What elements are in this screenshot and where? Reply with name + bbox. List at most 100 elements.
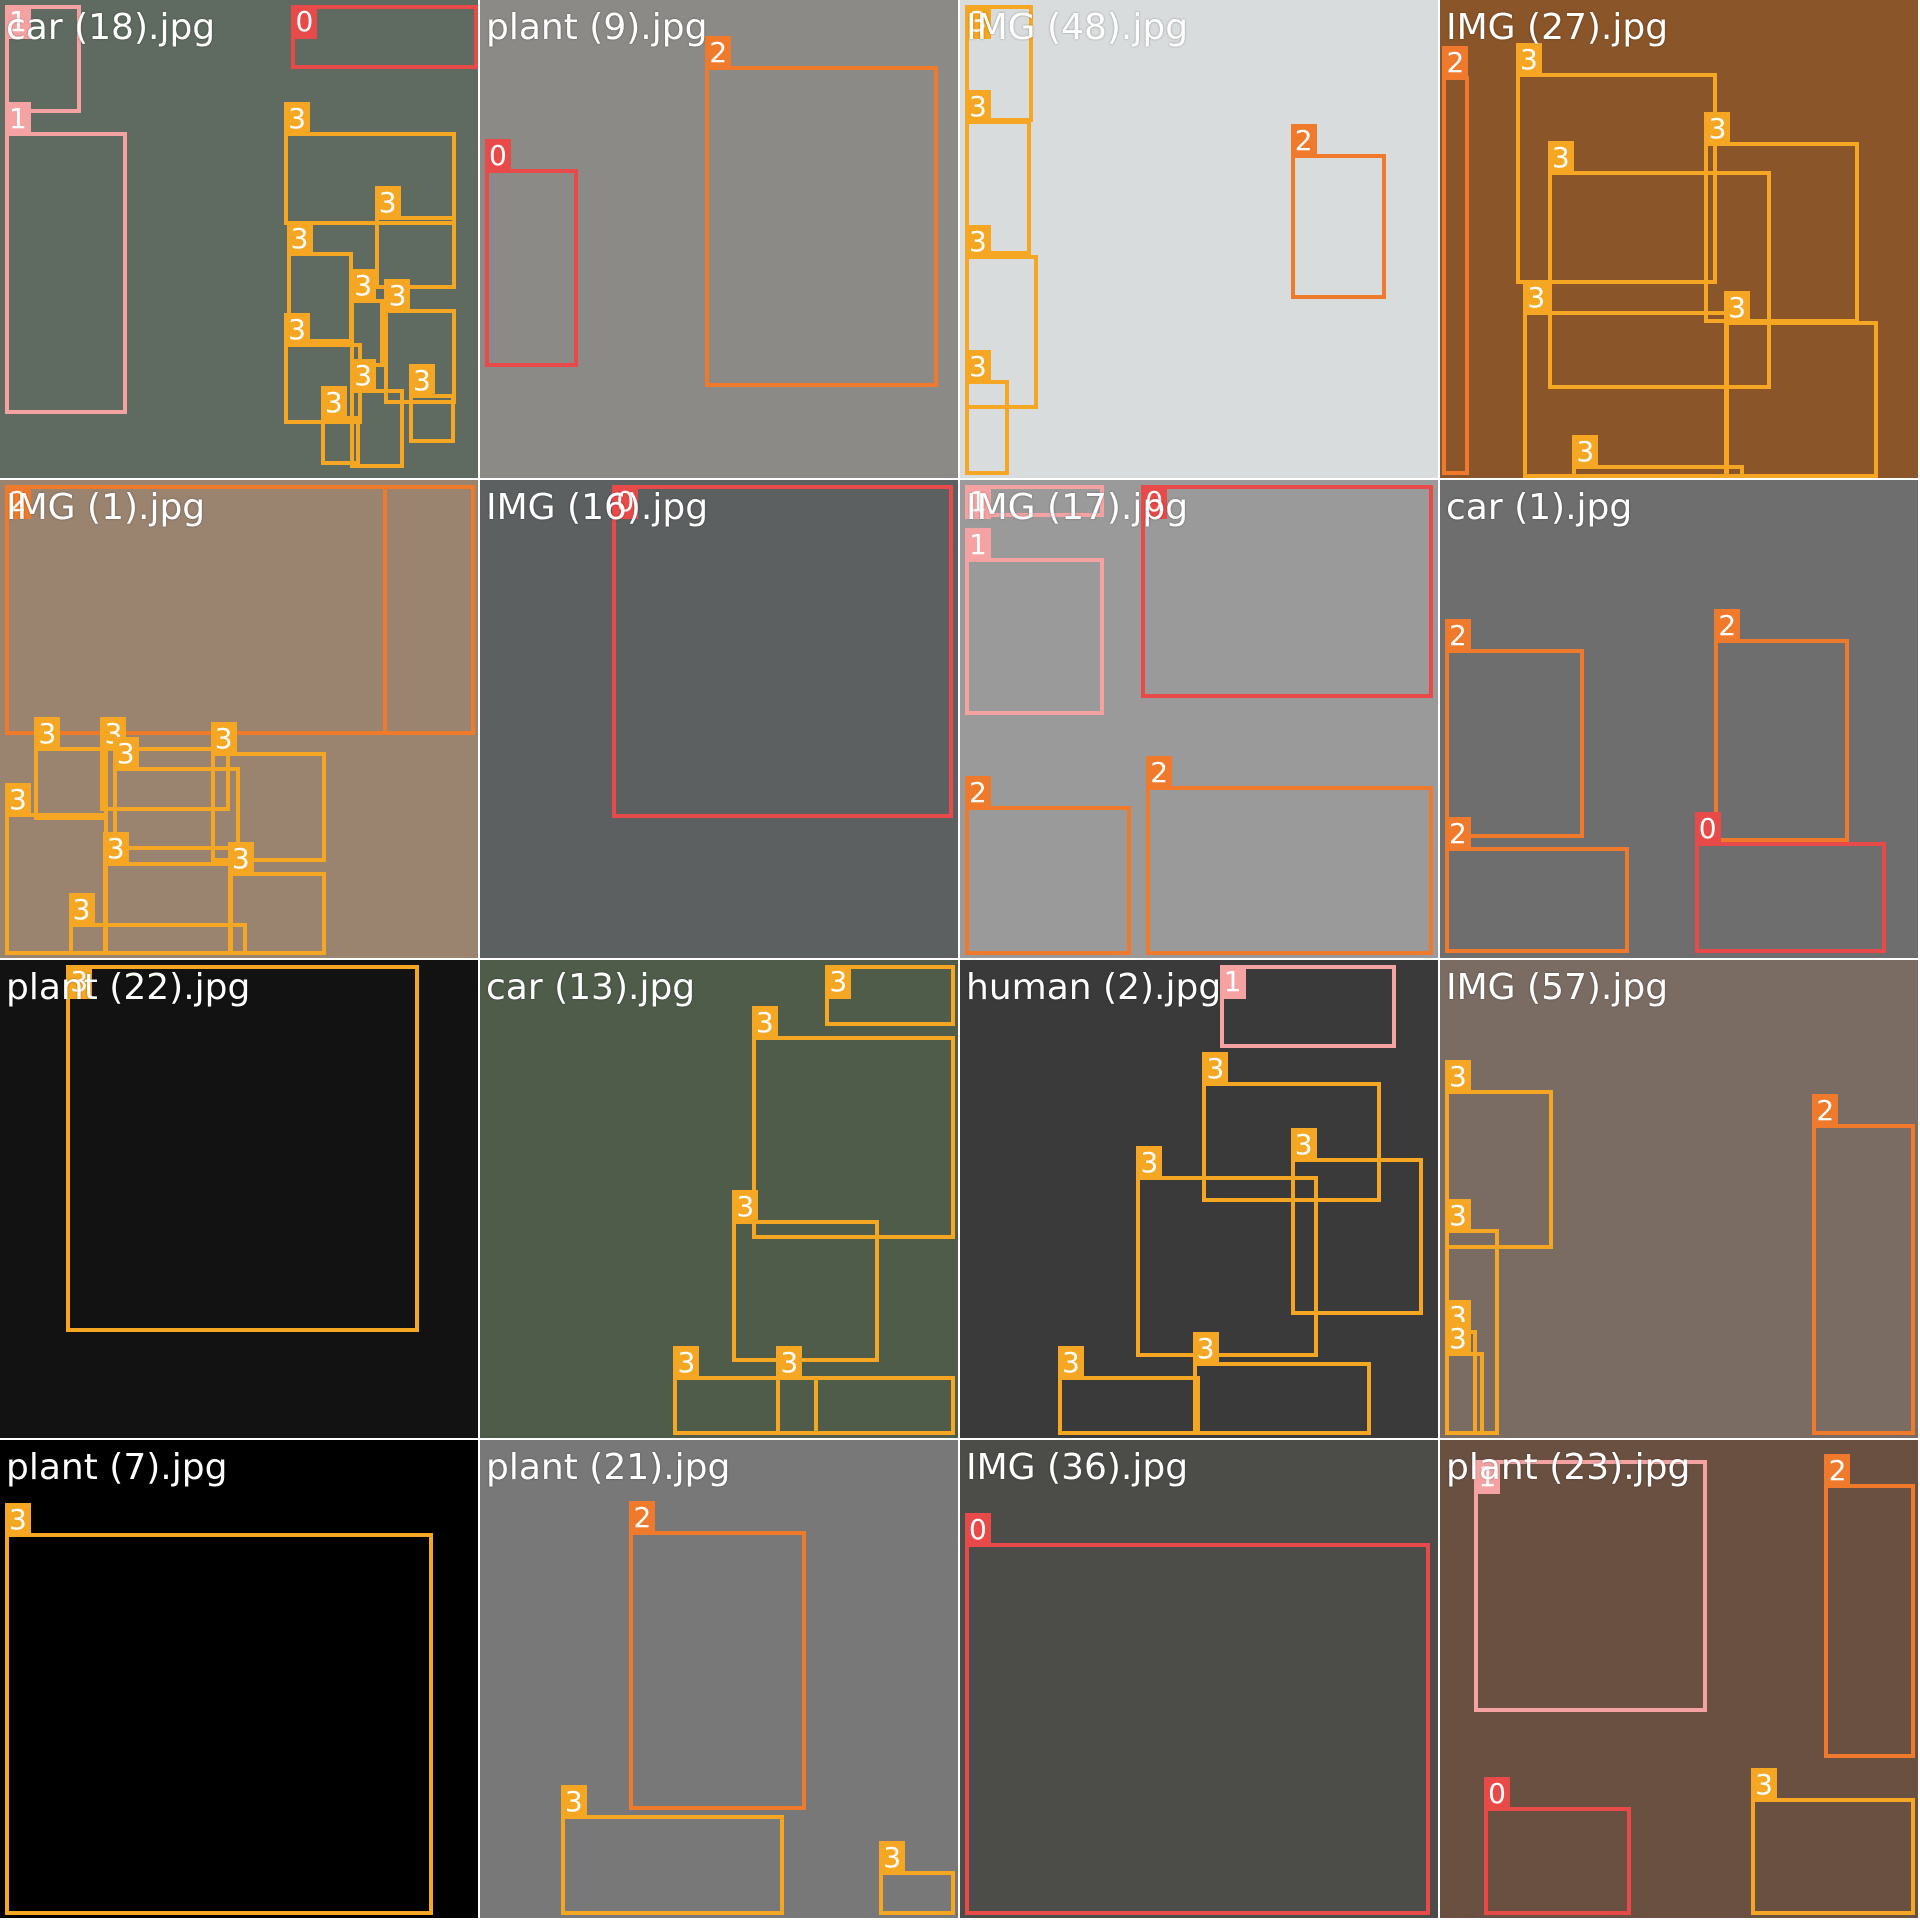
image-tile: IMG (27).jpg 2 3 3 3 3 3 3 bbox=[1440, 0, 1918, 478]
bounding-box: 3 bbox=[408, 364, 456, 444]
bounding-box: 3 bbox=[776, 1346, 956, 1436]
class-label: 3 bbox=[964, 4, 991, 39]
bounding-box: 3 bbox=[112, 736, 240, 850]
bounding-box: 3 bbox=[34, 716, 108, 821]
photo-area bbox=[0, 1440, 478, 1918]
bounding-box: 1 bbox=[964, 528, 1105, 716]
class-label: 3 bbox=[776, 1346, 803, 1381]
class-label: 3 bbox=[384, 278, 411, 313]
class-label: 3 bbox=[1192, 1331, 1219, 1366]
class-label: 3 bbox=[112, 736, 139, 771]
class-label: 1 bbox=[964, 528, 991, 563]
class-label: 1 bbox=[1219, 964, 1246, 999]
class-label: 0 bbox=[1484, 1777, 1511, 1812]
bounding-box: 2 bbox=[1812, 1094, 1916, 1436]
image-tile: plant (21).jpg 2 3 3 bbox=[480, 1440, 958, 1918]
tile-filename: car (13).jpg bbox=[486, 967, 696, 1008]
class-label: 2 bbox=[4, 484, 31, 519]
class-label: 3 bbox=[964, 90, 991, 124]
bounding-box: 3 bbox=[384, 278, 456, 405]
class-label: 3 bbox=[4, 783, 31, 818]
class-label: 3 bbox=[350, 268, 377, 303]
photo-area bbox=[960, 1440, 1438, 1918]
class-label: 3 bbox=[408, 364, 435, 399]
class-label: 3 bbox=[560, 1784, 587, 1819]
bounding-box: 3 bbox=[879, 1841, 956, 1916]
bounding-box: 0 bbox=[291, 4, 478, 69]
bounding-box: 3 bbox=[227, 841, 326, 956]
class-label: 3 bbox=[1751, 1767, 1778, 1802]
class-label: 3 bbox=[1136, 1145, 1163, 1180]
class-label: 0 bbox=[291, 4, 318, 39]
tile-filename: plant (7).jpg bbox=[6, 1447, 228, 1488]
bounding-box: 0 bbox=[1484, 1777, 1632, 1916]
bounding-box: 3 bbox=[320, 386, 360, 466]
class-label: 3 bbox=[1724, 290, 1751, 325]
class-label: 1 bbox=[964, 484, 991, 519]
photo-area bbox=[480, 0, 958, 478]
class-label: 3 bbox=[350, 359, 377, 394]
class-label: 0 bbox=[484, 138, 511, 173]
bounding-box: 3 bbox=[350, 359, 405, 468]
class-label: 3 bbox=[964, 224, 991, 259]
bounding-box: 2 bbox=[1146, 756, 1433, 956]
bounding-box: 2 bbox=[1442, 45, 1470, 476]
bounding-box: 1 bbox=[1219, 964, 1396, 1049]
class-label: 3 bbox=[227, 841, 254, 876]
bounding-box: 3 bbox=[732, 1189, 880, 1362]
bounding-box: 2 bbox=[964, 775, 1132, 956]
image-tile: plant (9).jpg 2 0 bbox=[480, 0, 958, 478]
class-label: 1 bbox=[1474, 1459, 1501, 1494]
class-label: 3 bbox=[825, 964, 852, 999]
class-label: 3 bbox=[879, 1841, 906, 1876]
class-label: 2 bbox=[964, 775, 991, 810]
photo-area bbox=[1440, 1440, 1918, 1918]
bounding-box: 3 bbox=[964, 349, 1009, 476]
class-label: 3 bbox=[320, 386, 347, 421]
bounding-box: 3 bbox=[751, 1005, 956, 1240]
bounding-box: 3 bbox=[66, 964, 419, 1333]
class-label: 2 bbox=[1444, 618, 1471, 653]
class-label: 3 bbox=[374, 185, 401, 220]
class-label: 1 bbox=[4, 4, 31, 39]
photo-area bbox=[480, 480, 958, 958]
bounding-box: 3 bbox=[1724, 290, 1879, 478]
bounding-box: 3 bbox=[4, 1503, 434, 1916]
image-tile: IMG (17).jpg 1 1 0 2 2 bbox=[960, 480, 1438, 958]
bounding-box: 3 bbox=[1136, 1145, 1318, 1357]
bounding-box: 0 bbox=[964, 1512, 1431, 1916]
class-label: 3 bbox=[1290, 1128, 1317, 1163]
class-label: 3 bbox=[1444, 1059, 1471, 1094]
bounding-box: 3 bbox=[68, 893, 248, 956]
class-label: 3 bbox=[1523, 281, 1550, 316]
class-label: 3 bbox=[286, 222, 313, 257]
bounding-box: 3 bbox=[1523, 281, 1729, 478]
photo-area bbox=[1440, 960, 1918, 1438]
class-label: 3 bbox=[210, 721, 237, 756]
tile-filename: IMG (1).jpg bbox=[6, 487, 206, 528]
bounding-box: 2 bbox=[1290, 124, 1387, 299]
image-tile: IMG (16).jpg 0 bbox=[480, 480, 958, 958]
photo-area bbox=[0, 480, 478, 958]
bounding-box: 3 bbox=[1572, 435, 1744, 478]
class-label: 2 bbox=[1442, 45, 1469, 80]
bounding-box: 3 bbox=[673, 1346, 818, 1436]
bounding-box: 3 bbox=[1515, 43, 1717, 285]
image-tile: car (1).jpg 2 2 0 2 bbox=[1440, 480, 1918, 958]
class-label: 3 bbox=[1202, 1052, 1229, 1087]
class-label: 3 bbox=[284, 102, 311, 137]
bounding-box: 3 bbox=[210, 721, 326, 863]
tile-filename: car (18).jpg bbox=[6, 7, 216, 48]
bounding-box: 1 bbox=[964, 484, 1105, 519]
photo-area bbox=[960, 0, 1438, 478]
class-label: 3 bbox=[102, 832, 129, 867]
class-label: 2 bbox=[1146, 756, 1173, 791]
class-label: 2 bbox=[1714, 609, 1741, 644]
class-label: 0 bbox=[1141, 484, 1168, 519]
bounding-box: 1 bbox=[4, 102, 128, 414]
bounding-box: 3 bbox=[284, 102, 456, 226]
bounding-box: 3 bbox=[100, 716, 231, 811]
image-tile: car (13).jpg 3 3 3 3 3 bbox=[480, 960, 958, 1438]
bounding-box: 3 bbox=[560, 1784, 784, 1916]
